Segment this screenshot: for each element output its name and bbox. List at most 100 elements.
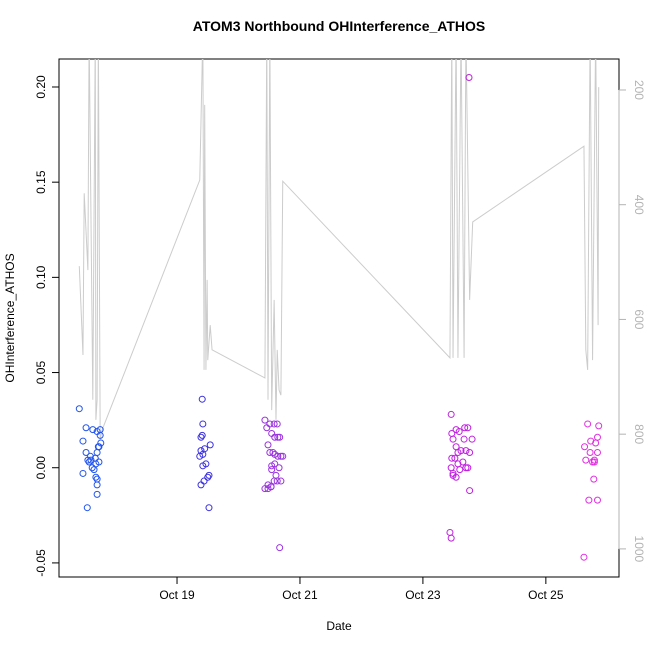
point (468, 435, 476, 443)
line-series (78, 59, 600, 440)
y2-tick-label: 800 (632, 424, 646, 444)
point (447, 410, 455, 418)
point (268, 466, 276, 474)
point (590, 475, 598, 483)
point (449, 435, 457, 443)
point (92, 473, 100, 481)
point (96, 431, 104, 439)
point (466, 487, 474, 495)
point (274, 433, 282, 441)
point (585, 496, 593, 504)
plot-box (58, 58, 620, 578)
point (201, 445, 209, 453)
point (273, 477, 281, 485)
point (93, 490, 101, 498)
point (464, 424, 472, 432)
point (455, 428, 463, 436)
point (275, 464, 283, 472)
point (82, 424, 90, 432)
point (270, 477, 278, 485)
point (592, 439, 600, 447)
point (93, 481, 101, 489)
point (465, 73, 473, 81)
point (589, 458, 597, 466)
point (586, 448, 594, 456)
point (448, 454, 456, 462)
y-tick-label: -0.05 (34, 549, 48, 577)
point (464, 464, 472, 472)
chart-title: ATOM3 Northbound OHInterference_ATHOS (193, 18, 485, 34)
point (447, 534, 455, 542)
point (267, 483, 275, 491)
point (270, 420, 278, 428)
point (449, 469, 457, 477)
y2-tick-label: 400 (632, 195, 646, 215)
point (266, 420, 274, 428)
point (451, 454, 459, 462)
x-tick-label: Oct 21 (282, 588, 318, 602)
x-axis-label: Date (326, 619, 352, 633)
point (269, 448, 277, 456)
point (83, 504, 91, 512)
point (97, 439, 105, 447)
point (279, 452, 287, 460)
point (456, 466, 464, 474)
y-tick-label: 0.10 (34, 265, 48, 289)
y-tick-label: 0.15 (34, 170, 48, 194)
point (261, 416, 269, 424)
point (88, 464, 96, 472)
point (95, 458, 103, 466)
x-tick-label: Oct 23 (405, 588, 441, 602)
point (198, 431, 206, 439)
point (276, 433, 284, 441)
point (466, 448, 474, 456)
point (197, 433, 205, 441)
point (95, 443, 103, 451)
point (206, 441, 214, 449)
point (277, 452, 285, 460)
point (199, 420, 207, 428)
point (93, 448, 101, 456)
point (580, 553, 588, 561)
x-tick-label: Oct 25 (528, 588, 564, 602)
y2-tick-label: 1000 (632, 536, 646, 563)
point (79, 469, 87, 477)
point (204, 473, 212, 481)
x-tick-label: Oct 19 (159, 588, 195, 602)
point (89, 426, 97, 434)
point (447, 464, 455, 472)
point (87, 456, 95, 464)
point (264, 441, 272, 449)
point (459, 458, 467, 466)
y-tick-label: 0.05 (34, 361, 48, 385)
point (274, 452, 282, 460)
point (446, 528, 454, 536)
point (200, 477, 208, 485)
point (75, 405, 83, 413)
point (593, 433, 601, 441)
point (273, 420, 281, 428)
point (82, 448, 90, 456)
point (462, 464, 470, 472)
point (268, 429, 276, 437)
point (581, 443, 589, 451)
point (462, 447, 470, 455)
point (461, 424, 469, 432)
point (590, 456, 598, 464)
line-layer (78, 59, 600, 440)
point (205, 504, 213, 512)
point (261, 485, 269, 493)
y2-tick-label: 200 (632, 80, 646, 100)
point (457, 447, 465, 455)
point (593, 496, 601, 504)
point (590, 458, 598, 466)
point (460, 435, 468, 443)
point (595, 422, 603, 430)
y-tick-label: 0.20 (34, 75, 48, 99)
point (271, 433, 279, 441)
point (276, 544, 284, 552)
y-tick-label: 0.00 (34, 456, 48, 480)
point (263, 424, 271, 432)
point (198, 395, 206, 403)
